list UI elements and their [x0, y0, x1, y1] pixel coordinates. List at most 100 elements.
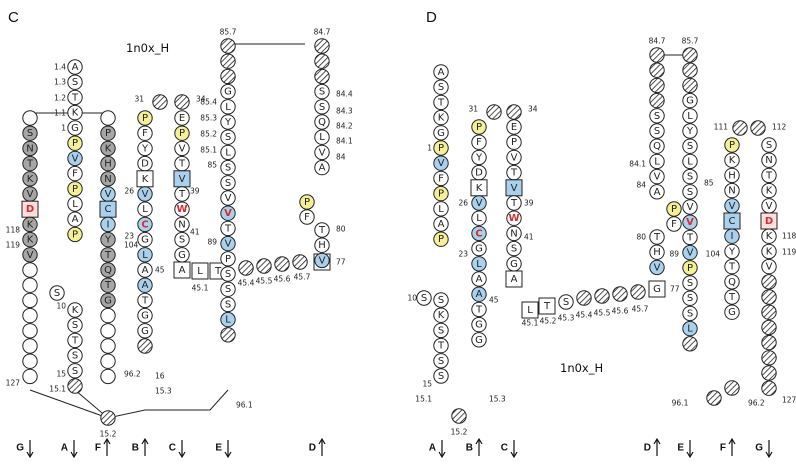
strand-f-residue [100, 410, 116, 426]
residue-letter: P [72, 138, 78, 149]
residue-letter: C [475, 228, 482, 239]
strand-g-residue [761, 304, 777, 320]
strand-c-residue: P [506, 134, 522, 150]
strand-c-residue: S [558, 294, 574, 310]
strand-e-residue: S [220, 296, 236, 313]
residue-letter: T [543, 301, 551, 312]
residue-letter: V [225, 239, 232, 250]
residue-number-label: 119 [6, 241, 21, 250]
residue-letter: S [179, 235, 185, 246]
strand-c-residue: L [191, 262, 209, 280]
residue-letter: L [225, 315, 231, 326]
residue-number-label: 85.1 [200, 146, 217, 155]
strand-b-residue: L [471, 210, 487, 226]
residue-letter: S [438, 82, 444, 93]
strand-e-residue: S [220, 159, 236, 176]
residue-number-label: 89 [669, 250, 679, 259]
residue-letter: L [654, 156, 660, 167]
panel-c-letter: C [8, 9, 19, 26]
strand-e-residue: G [682, 92, 698, 109]
strand-e-residue: S [682, 290, 698, 306]
strand-b-residue: G [137, 231, 153, 248]
strand-f-residue: T [100, 247, 116, 263]
strand-b-residue: G [471, 240, 487, 257]
strand-c-residue: S [506, 240, 522, 257]
residue-letter: L [687, 324, 693, 335]
residue-letter: G [653, 284, 661, 295]
residue-letter: K [27, 174, 34, 185]
loop-residue [612, 286, 628, 302]
strand-d-residue: P [666, 201, 682, 217]
strand-f-residue: C [723, 212, 741, 230]
residue-letter: N [765, 155, 772, 166]
residue-letter: L [142, 204, 148, 215]
strand-f-residue [706, 390, 722, 406]
strand-a-residue: V [433, 155, 449, 171]
strand-d-residue [314, 53, 330, 69]
strand-b-residue: A [471, 286, 487, 302]
strand-f-residue: P [724, 137, 740, 153]
residue-letter: L [476, 213, 482, 224]
svg-text:F: F [95, 443, 101, 454]
residue-letter: S [438, 356, 444, 367]
svg-text:C: C [501, 443, 508, 454]
panel-d-title: 1n0x_H [560, 361, 603, 375]
strand-a-residue: S [416, 290, 432, 306]
residue-letter: S [72, 366, 78, 377]
strand-g-residue [761, 289, 777, 305]
residue-letter: V [224, 208, 232, 219]
strand-b-residue: D [471, 164, 487, 181]
residue-letter: G [475, 335, 483, 346]
residue-number-label: 84.4 [336, 90, 353, 99]
strand-g-residue: V [22, 247, 38, 263]
residue-letter: F [142, 128, 148, 139]
residue-letter: V [476, 198, 483, 209]
residue-letter: T [71, 335, 79, 346]
residue-letter: A [511, 274, 518, 285]
strand-g-residue: K [22, 171, 38, 187]
strand-a-residue: S [67, 317, 83, 333]
residue-letter: S [319, 87, 325, 98]
strand-c-residue [506, 104, 522, 120]
residue-number-label: 23 [458, 250, 468, 259]
strand-e-residue: Y [220, 114, 236, 130]
strand-d-residue: V [649, 259, 665, 276]
strand-f-residue [100, 368, 116, 385]
strand-g-residue: K [22, 216, 38, 233]
strand-a-residue: S [433, 292, 449, 308]
residue-letter: V [686, 217, 694, 228]
residue-number-label: 77 [670, 285, 680, 294]
strand-e-residue [682, 77, 698, 94]
strand-d-residue: F [666, 216, 682, 232]
residue-number-label: 31 [134, 95, 144, 104]
residue-letter: K [766, 231, 773, 242]
strand-c-residue: N [506, 225, 522, 242]
residue-letter: S [225, 163, 231, 174]
strand-e-residue: V [220, 235, 236, 252]
strand-d-residue: H [314, 237, 330, 253]
residue-number-label: 118 [782, 232, 796, 241]
residue-letter: K [438, 113, 445, 124]
strand-f-residue: K [724, 152, 740, 168]
residue-number-label: 45.7 [632, 305, 649, 314]
residue-letter: Y [686, 126, 694, 137]
residue-letter: V [142, 189, 149, 200]
strand-g-residue: K [761, 182, 777, 199]
residue-letter: L [687, 156, 693, 167]
strand-c-residue: V [506, 149, 522, 166]
strand-b-residue: C [137, 216, 153, 233]
residue-letter: P [72, 184, 78, 195]
residue-letter: C [105, 204, 112, 215]
residue-letter: H [318, 240, 326, 251]
residue-number-label: 77 [336, 258, 346, 267]
residue-letter: T [437, 341, 445, 352]
residue-letter: S [687, 278, 693, 289]
strand-a-residue: K [433, 109, 449, 126]
strand-e-residue: S [682, 305, 698, 322]
strand-g-residue [22, 353, 38, 369]
residue-letter: G [686, 96, 694, 107]
strand-f-residue: H [724, 167, 740, 184]
residue-letter: N [26, 143, 33, 154]
strand-a-residue: S [433, 368, 449, 384]
residue-letter: K [142, 174, 149, 185]
